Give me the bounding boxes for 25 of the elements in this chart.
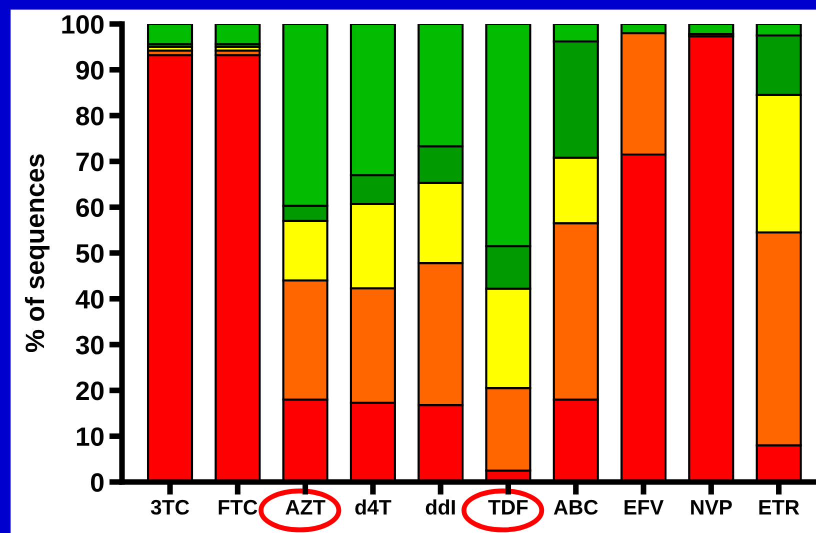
y-tick-label: 0 [91,473,104,492]
y-tick-label: 90 [76,60,104,80]
y-tick-label: 80 [76,106,104,126]
x-tick-label: ABC [554,500,598,515]
x-tick-label: 3TC [150,500,190,515]
bar [688,24,734,36]
y-tick-label: 40 [76,290,104,309]
y-tick-label: 60 [76,198,104,218]
x-tick-label: FTC [218,500,258,515]
x-tick-label: ddI [426,499,455,515]
y-tick-label: 100 [62,15,104,34]
x-tick-label: ETR [759,500,800,514]
x-tick-label: EFV [624,500,664,514]
y-tick-label: 30 [76,336,104,354]
x-tick-label: d4T [355,499,392,515]
x-tick-label: NVP [691,500,732,514]
x-tick-label: TDF [488,500,528,514]
bar [146,24,194,46]
x-tick-label: AZT [286,500,326,514]
y-tick-label: 20 [76,382,104,400]
y-axis-title: % of sequences [24,154,50,352]
y-tick-label: 70 [76,152,104,172]
y-tick-label: 10 [76,427,104,446]
y-tick-label: 50 [76,244,104,263]
bar [214,24,261,46]
